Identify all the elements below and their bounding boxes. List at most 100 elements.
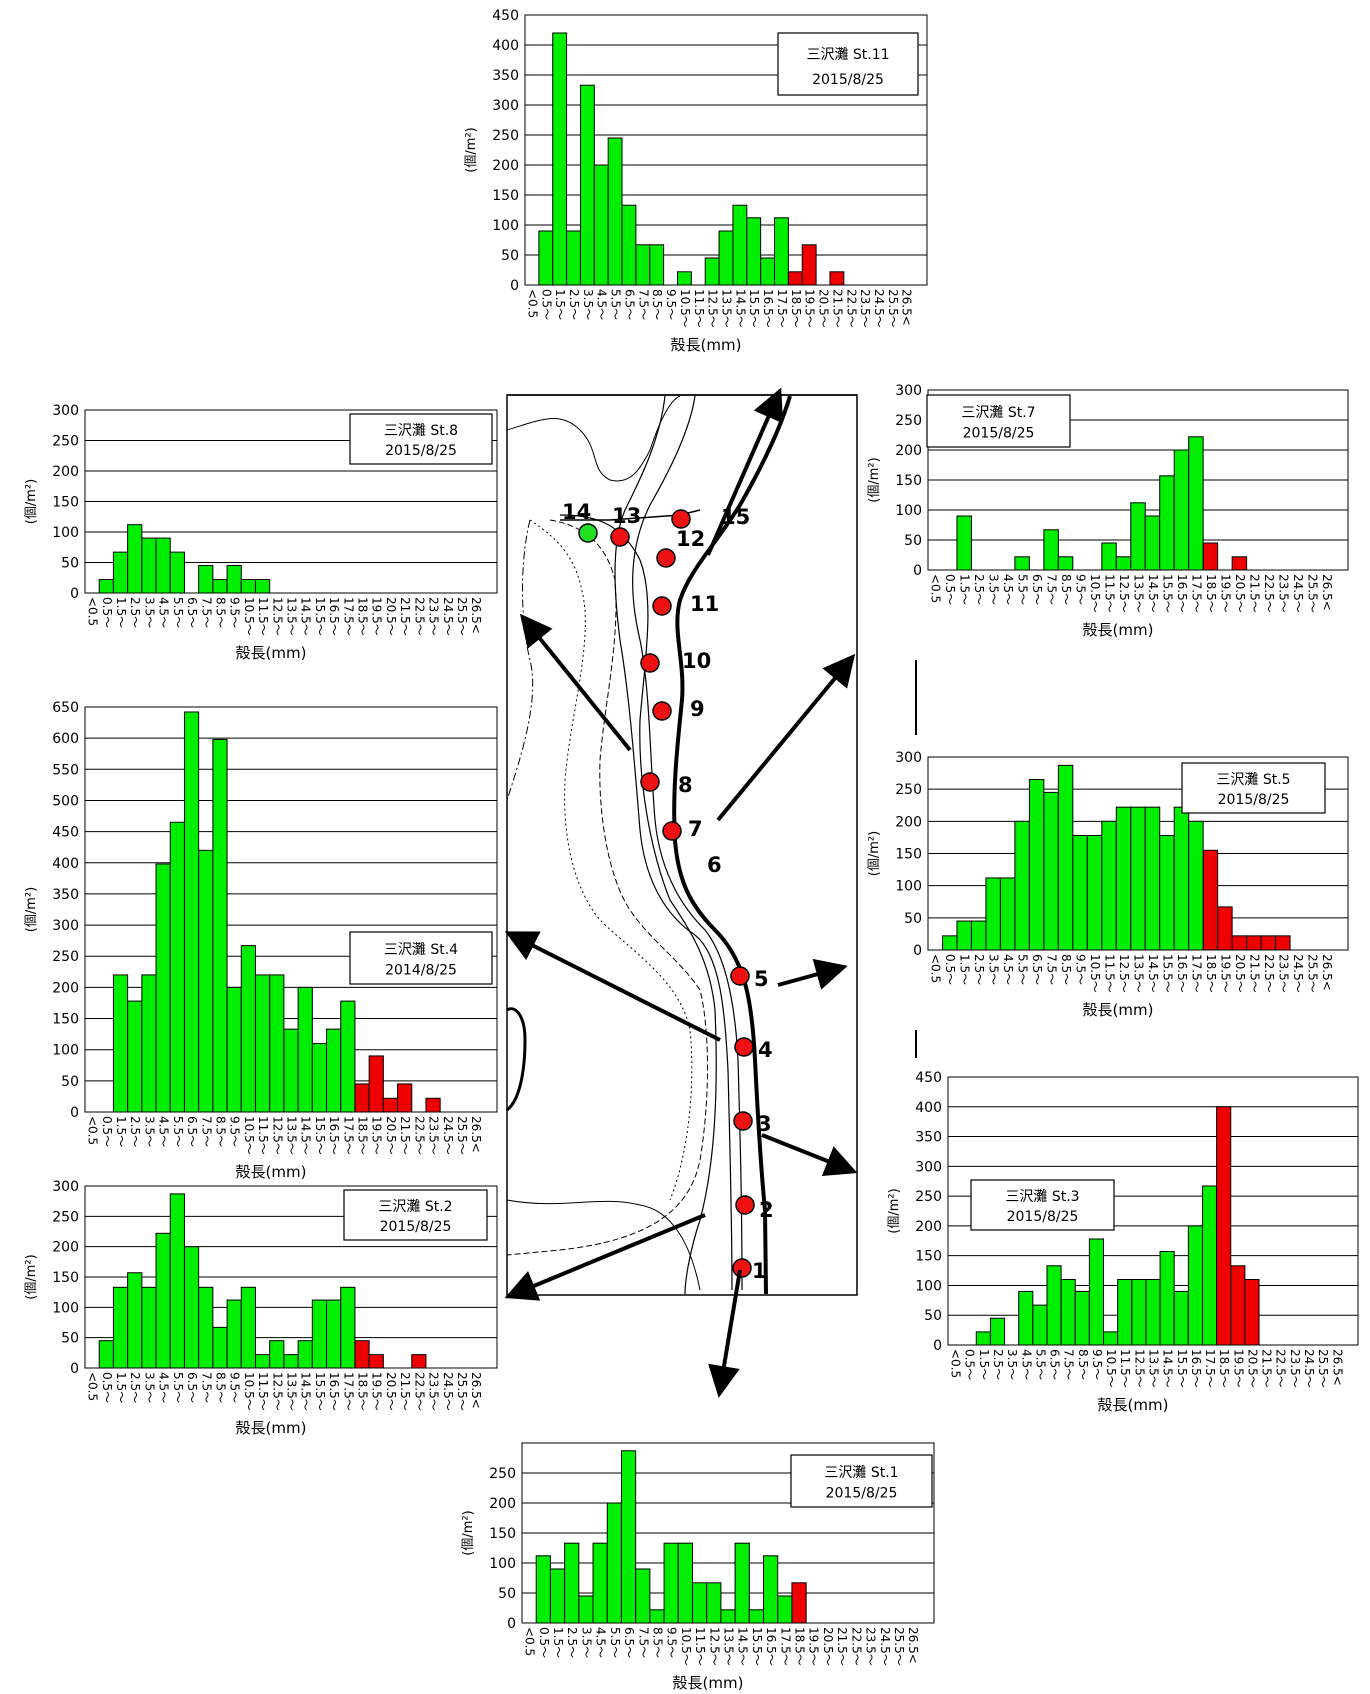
x-tick-label: 10.5～ [242,1372,256,1411]
x-tick-label: <0.5 [86,597,100,626]
x-tick-label: 9.5～ [1074,954,1088,985]
chart-subtitle: 2015/8/25 [963,426,1035,442]
arrows [504,387,858,1398]
bar [621,204,637,286]
x-tick-label: <0.5 [523,1627,537,1656]
x-tick-label: 8.5～ [213,1372,227,1403]
bar [98,579,114,594]
x-tick-label: 17.5～ [341,597,355,636]
x-tick-label: 8.5～ [1059,574,1073,605]
bar [141,1286,157,1369]
arrow-st2 [504,1213,706,1301]
bar [941,935,958,951]
y-tick-label: 0 [913,563,922,579]
x-tick-label: 6.5～ [1048,1349,1062,1380]
chart-subtitle: 2015/8/25 [385,443,457,459]
x-tick-label: 13.5～ [285,1372,299,1411]
bar [183,711,200,1113]
x-tick-label: 9.5～ [665,1627,679,1658]
chart-subtitle: 2015/8/25 [1007,1209,1079,1225]
x-tick-label: 0.5～ [963,1349,977,1380]
x-tick-label: 2.5～ [567,289,581,320]
bar [354,1083,370,1113]
x-tick-label: 14.5～ [299,1116,313,1155]
bar [141,537,157,594]
y-tick-label: 200 [489,1496,516,1512]
x-tick-label: 8.5～ [213,597,227,628]
y-tick-label: 0 [70,1361,79,1377]
x-tick-label: 8.5～ [650,1627,664,1658]
bar [777,1595,793,1624]
bar [226,1299,242,1369]
x-tick-label: <0.5 [86,1372,100,1401]
x-tick-label: 26.5< [1320,574,1334,611]
bar [240,1286,256,1369]
x-tick-label: 24.5～ [1291,574,1305,613]
bar [311,1299,328,1369]
bar [1072,834,1088,951]
bar [1275,935,1291,951]
bar [368,1055,384,1113]
x-tick-label: 18.5～ [1204,954,1218,993]
y-tick-label: 400 [492,38,519,54]
y-tick-label: 100 [52,525,79,541]
x-tick-label: <0.5 [949,1349,963,1378]
x-tick-label: 21.5～ [830,289,844,328]
bar [578,1595,594,1624]
bar [169,821,185,1113]
y-axis-label: (個/m²) [464,127,479,172]
x-tick-label: 16.5～ [761,289,775,328]
x-tick-label: 25.5～ [455,597,469,636]
x-tick-label: 17.5～ [778,1627,792,1666]
chart-subtitle: 2015/8/25 [826,1486,898,1502]
y-tick-label: 150 [915,1249,942,1265]
bar [240,579,256,594]
x-tick-label: 25.5～ [455,1372,469,1411]
bar [1145,1278,1161,1346]
x-tick-label: 15.5～ [313,1116,327,1155]
legend-box [777,32,919,96]
x-tick-label: 4.5～ [594,1627,608,1658]
x-axis-label: 殻長(mm) [671,336,742,354]
x-tick-label: 6.5～ [622,1627,636,1658]
x-tick-label: 19.5～ [370,1372,384,1411]
x-tick-label: 13.5～ [722,1627,736,1666]
y-tick-label: 0 [933,1338,942,1354]
chart-st8: 0 50 100 150 200 250 300 <0.5 0.5～ 1.5～ 2.5～ 3.5～ 4.… [24,403,498,662]
station-dot [652,596,672,616]
x-tick-label: 3.5～ [142,1116,156,1147]
bar [620,1450,637,1624]
chart-st2: 0 50 100 150 200 250 300 <0.5 0.5～ 1.5～ 2.5～ 3.5～ 4.… [24,1179,498,1437]
chart-st5: 0 50 100 150 200 250 300 <0.5 0.5～ 1.5～ 2.5～ 3.5～ 4.… [867,750,1349,1019]
x-tick-label: 25.5～ [886,289,900,328]
y-tick-label: 100 [52,1300,79,1316]
y-axis-label: (個/m²) [887,1188,902,1233]
y-axis-label: (個/m²) [461,1510,476,1555]
bar [763,1555,779,1624]
x-tick-label: 4.5～ [157,1372,171,1403]
x-tick-label: 7.5～ [1045,574,1059,605]
bar [254,1354,271,1369]
x-tick-label: 24.5～ [1291,954,1305,993]
station-label: 4 [758,1038,773,1062]
legend-box [349,413,493,465]
x-tick-label: 1.5～ [114,1116,128,1147]
x-tick-label: 15.5～ [750,1627,764,1666]
legend-box [343,1189,488,1241]
bar [999,877,1016,951]
x-tick-label: 16.5～ [1189,1349,1203,1388]
x-tick-label: 20.5～ [1245,1349,1259,1388]
bar [98,1340,114,1369]
x-tick-label: 3.5～ [581,289,595,320]
x-tick-label: 20.5～ [384,597,398,636]
bar [691,1582,708,1624]
x-tick-label: 3.5～ [987,574,1001,605]
x-tick-label: 16.5～ [327,1372,341,1411]
x-tick-label: 5.5～ [609,289,623,320]
x-tick-label: 13.5～ [1132,574,1146,613]
x-tick-label: 1.5～ [114,1372,128,1403]
legend-box [926,394,1071,448]
x-tick-label: 21.5～ [398,597,412,636]
x-tick-label: 24.5～ [878,1627,892,1666]
x-tick-label: 1.5～ [114,597,128,628]
